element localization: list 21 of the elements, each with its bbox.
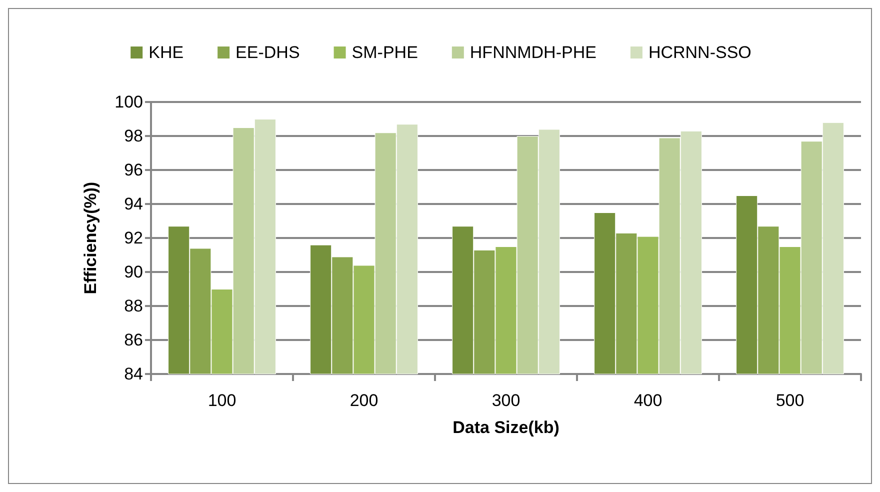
y-tick-label: 94 (124, 194, 143, 214)
x-tick-label: 400 (634, 391, 662, 410)
y-tick-label: 84 (124, 364, 143, 384)
legend-label: HCRNN-SSO (648, 43, 752, 62)
y-axis-title: Efficiency(%)) (81, 182, 100, 294)
x-tick-label: 300 (492, 391, 520, 410)
legend-label: EE-DHS (236, 43, 300, 62)
y-tick-label: 100 (114, 92, 143, 112)
x-axis-title: Data Size(kb) (452, 418, 560, 437)
y-tick-label: 90 (124, 262, 143, 282)
x-tick-label: 500 (776, 391, 804, 410)
y-tick-label: 88 (124, 296, 143, 316)
y-tick-label: 86 (124, 330, 143, 350)
legend-label: KHE (148, 43, 184, 62)
y-tick-label: 98 (124, 126, 143, 146)
legend-label: SM-PHE (352, 43, 418, 62)
legend-label: HFNNMDH-PHE (470, 43, 596, 62)
x-tick-label: 200 (350, 391, 378, 410)
y-tick-label: 96 (124, 160, 143, 180)
x-tick-label: 100 (208, 391, 236, 410)
y-tick-label: 92 (124, 228, 143, 248)
